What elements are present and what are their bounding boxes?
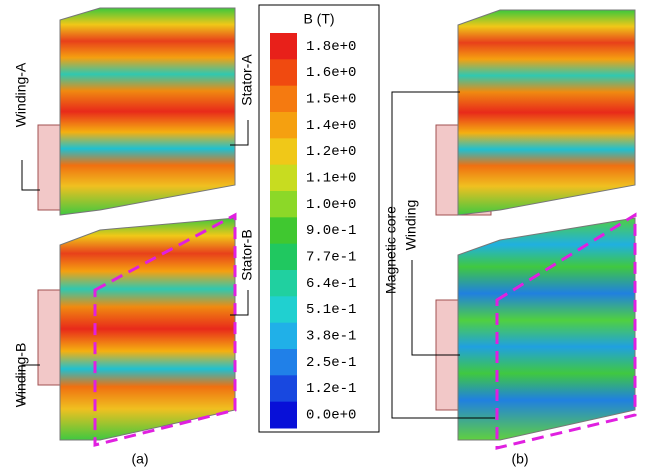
panel-label: (b) [511,451,528,467]
colorbar-swatch [270,165,297,192]
colorbar-swatch [270,244,297,271]
label: Stator-A [239,54,255,106]
colorbar: B (T) 1.8e+0 1.6e+0 1.5e+0 1.4e+0 1.2e+0 1.1e… [259,5,379,432]
colorbar-label: 2.5e-1 [306,355,356,371]
colorbar-swatch [270,217,297,244]
colorbar-swatch [270,349,297,376]
colorbar-label: 1.0e+0 [306,197,356,213]
colorbar-swatch [270,112,297,139]
colorbar-label: 1.2e-1 [306,381,356,397]
colorbar-swatch [270,59,297,86]
label: Stator-B [239,229,255,280]
panel-b-drawing [436,10,635,448]
label: Winding-A [13,62,29,127]
colorbar-label: 1.1e+0 [306,171,356,187]
colorbar-label: 1.4e+0 [306,118,356,134]
colorbar-swatch [270,270,297,297]
colorbar-label: 1.5e+0 [306,92,356,108]
label: Magnetic core [383,206,399,294]
colorbar-title: B (T) [303,11,334,27]
panel-label: (a) [131,451,148,467]
colorbar-label: 9.0e-1 [306,223,356,239]
colorbar-swatch [270,375,297,402]
stator-b-block [60,218,235,440]
core-block [458,10,635,215]
colorbar-label: 3.8e-1 [306,329,356,345]
colorbar-label: 7.7e-1 [306,250,356,266]
colorbar-label: 1.8e+0 [306,39,356,55]
colorbar-swatch [270,402,297,429]
figure: Winding-A Stator-A Stator-B Winding-B Ma… [0,0,646,470]
label: Winding [403,200,419,251]
colorbar-label: 5.1e-1 [306,302,356,318]
colorbar-swatch [270,191,297,218]
colorbar-label: 1.2e+0 [306,144,356,160]
colorbar-label: 6.4e-1 [306,276,356,292]
colorbar-label: 0.0e+0 [306,408,356,424]
colorbar-swatch [270,86,297,113]
colorbar-swatch [270,138,297,165]
colorbar-swatch [270,323,297,350]
colorbar-swatch [270,33,297,60]
colorbar-swatch [270,296,297,323]
colorbar-label: 1.6e+0 [306,65,356,81]
stator-a-block [60,8,235,215]
core-block [458,218,635,440]
label: Winding-B [13,343,29,408]
panel-a-drawing [38,8,235,445]
